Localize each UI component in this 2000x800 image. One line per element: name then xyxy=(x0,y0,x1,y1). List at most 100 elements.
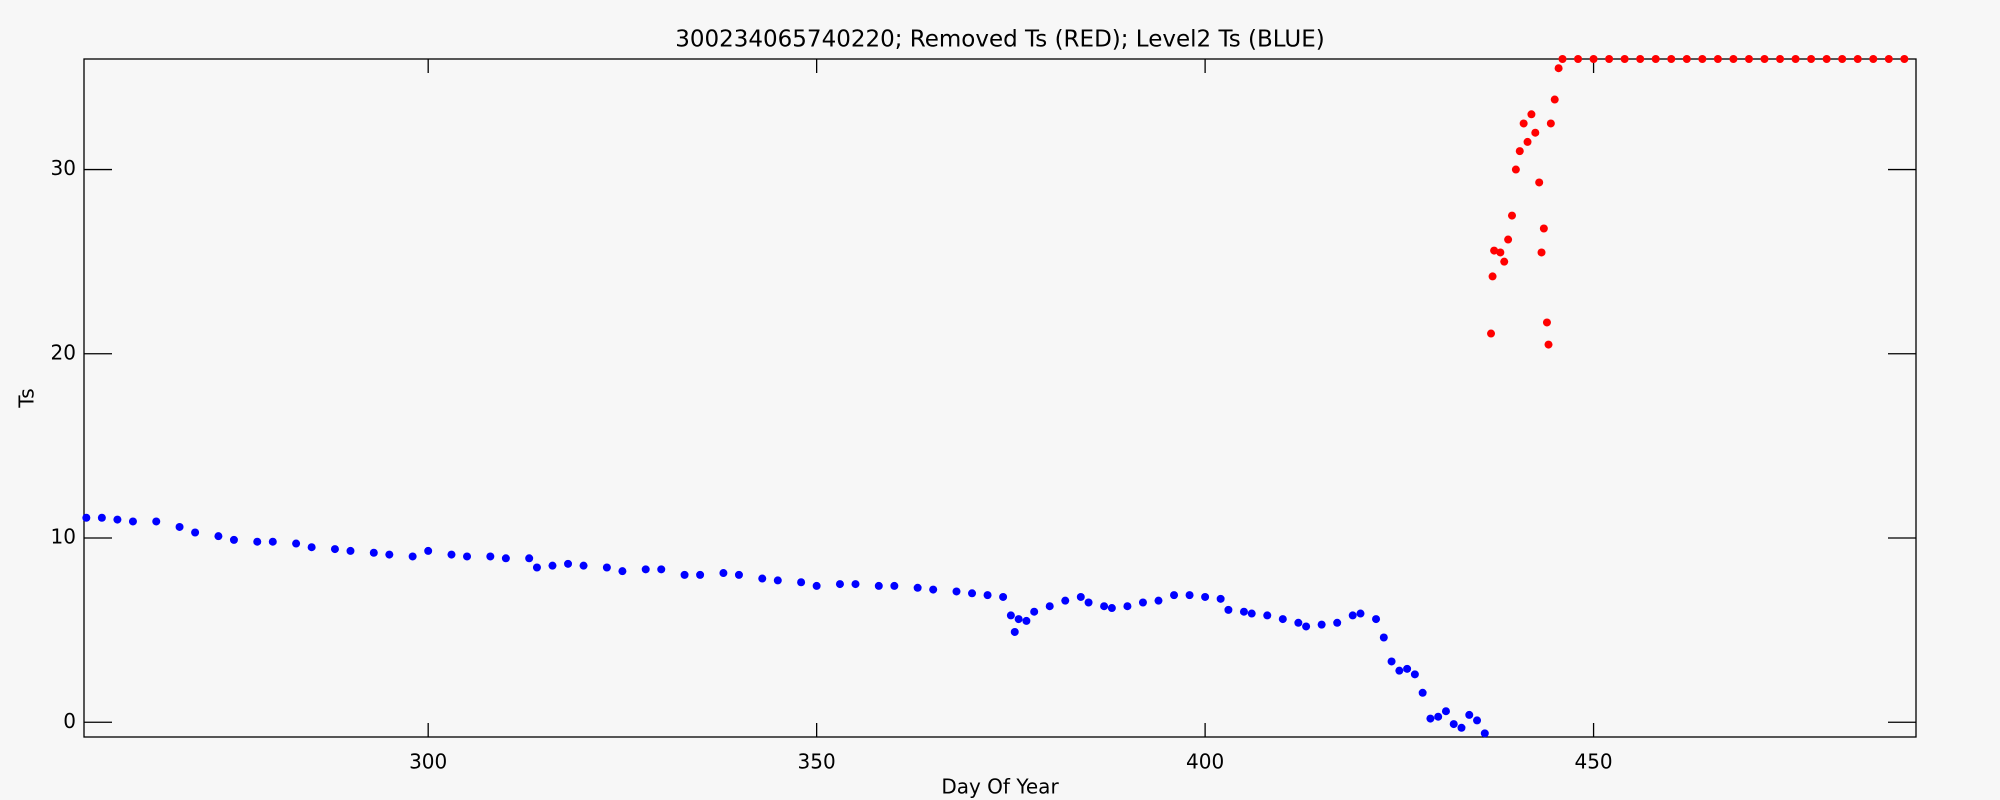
data-point xyxy=(1853,55,1862,63)
data-point xyxy=(1045,602,1054,611)
data-point xyxy=(113,515,122,524)
data-point xyxy=(1589,55,1598,63)
data-point xyxy=(564,559,573,568)
data-point xyxy=(680,570,689,579)
data-point xyxy=(579,561,588,570)
chart-title: 300234065740220; Removed Ts (RED); Level… xyxy=(675,27,1325,53)
data-point xyxy=(1838,55,1847,63)
data-point xyxy=(1224,605,1233,614)
data-point xyxy=(1527,110,1536,119)
data-point xyxy=(1010,627,1019,636)
data-point xyxy=(1729,55,1738,63)
data-point xyxy=(1636,55,1645,63)
y-tick-label: 30 xyxy=(51,156,76,180)
data-point xyxy=(1760,55,1769,63)
data-point xyxy=(1278,615,1287,624)
data-point xyxy=(128,517,137,526)
data-point xyxy=(1487,329,1496,338)
data-point xyxy=(1410,670,1419,679)
data-point xyxy=(1473,716,1482,725)
data-point xyxy=(1465,710,1474,719)
data-point xyxy=(229,535,238,544)
data-point xyxy=(1457,723,1466,732)
data-point xyxy=(1061,596,1070,605)
data-point xyxy=(1014,615,1023,624)
data-point xyxy=(463,552,472,561)
data-point xyxy=(1379,633,1388,642)
data-point xyxy=(1480,729,1489,738)
data-point xyxy=(369,548,378,557)
data-point xyxy=(447,550,456,559)
data-point xyxy=(641,565,650,574)
data-point xyxy=(1348,611,1357,620)
data-point xyxy=(1546,119,1555,128)
data-point xyxy=(1263,611,1272,620)
data-point xyxy=(1537,248,1546,257)
data-point xyxy=(1100,602,1109,611)
data-point xyxy=(525,554,534,563)
data-point xyxy=(1372,615,1381,624)
data-point xyxy=(913,583,922,592)
y-tick-label: 10 xyxy=(51,525,76,549)
data-point xyxy=(797,578,806,587)
data-point xyxy=(1531,128,1540,137)
data-point xyxy=(874,581,883,590)
x-axis-label: Day Of Year xyxy=(941,775,1059,799)
data-point xyxy=(268,537,277,546)
data-point xyxy=(719,569,728,578)
data-point xyxy=(1822,55,1831,63)
data-point xyxy=(1519,119,1528,128)
data-point xyxy=(983,591,992,600)
data-point xyxy=(1317,620,1326,629)
data-point xyxy=(1426,714,1435,723)
x-tick-label: 350 xyxy=(798,750,836,774)
data-point xyxy=(1138,598,1147,607)
data-point xyxy=(835,580,844,589)
data-point xyxy=(1356,609,1365,618)
data-point xyxy=(773,576,782,585)
data-point xyxy=(408,552,417,561)
data-point xyxy=(330,545,339,554)
data-point xyxy=(253,537,262,546)
plot-frame xyxy=(83,58,1917,738)
data-point xyxy=(1216,594,1225,603)
data-point xyxy=(1511,165,1520,174)
data-point xyxy=(1170,591,1179,600)
data-point xyxy=(1403,664,1412,673)
data-point xyxy=(548,561,557,570)
y-tick-label: 0 xyxy=(63,709,76,733)
data-point xyxy=(1490,246,1499,255)
data-point xyxy=(1418,688,1427,697)
data-point xyxy=(191,528,200,537)
data-point xyxy=(1515,147,1524,156)
data-point xyxy=(1154,596,1163,605)
data-point xyxy=(1682,55,1691,63)
data-point xyxy=(851,580,860,589)
data-point xyxy=(1449,720,1458,729)
x-tick-label: 300 xyxy=(409,750,447,774)
data-point xyxy=(952,587,961,596)
data-point xyxy=(1744,55,1753,63)
data-point xyxy=(1605,55,1614,63)
data-point xyxy=(385,550,394,559)
data-point xyxy=(1441,707,1450,716)
data-point xyxy=(1076,592,1085,601)
data-point xyxy=(1247,609,1256,618)
data-point xyxy=(1620,55,1629,63)
data-point xyxy=(1395,666,1404,675)
data-point xyxy=(1535,178,1544,187)
data-point xyxy=(501,554,510,563)
data-point xyxy=(424,546,433,555)
data-point xyxy=(999,592,1008,601)
data-point xyxy=(1201,592,1210,601)
data-point xyxy=(1554,64,1563,73)
data-point xyxy=(307,543,316,552)
data-point xyxy=(1651,55,1660,63)
data-point xyxy=(97,513,106,522)
data-point xyxy=(1302,622,1311,631)
data-point xyxy=(1496,248,1505,257)
data-point xyxy=(968,589,977,598)
data-point xyxy=(758,574,767,583)
